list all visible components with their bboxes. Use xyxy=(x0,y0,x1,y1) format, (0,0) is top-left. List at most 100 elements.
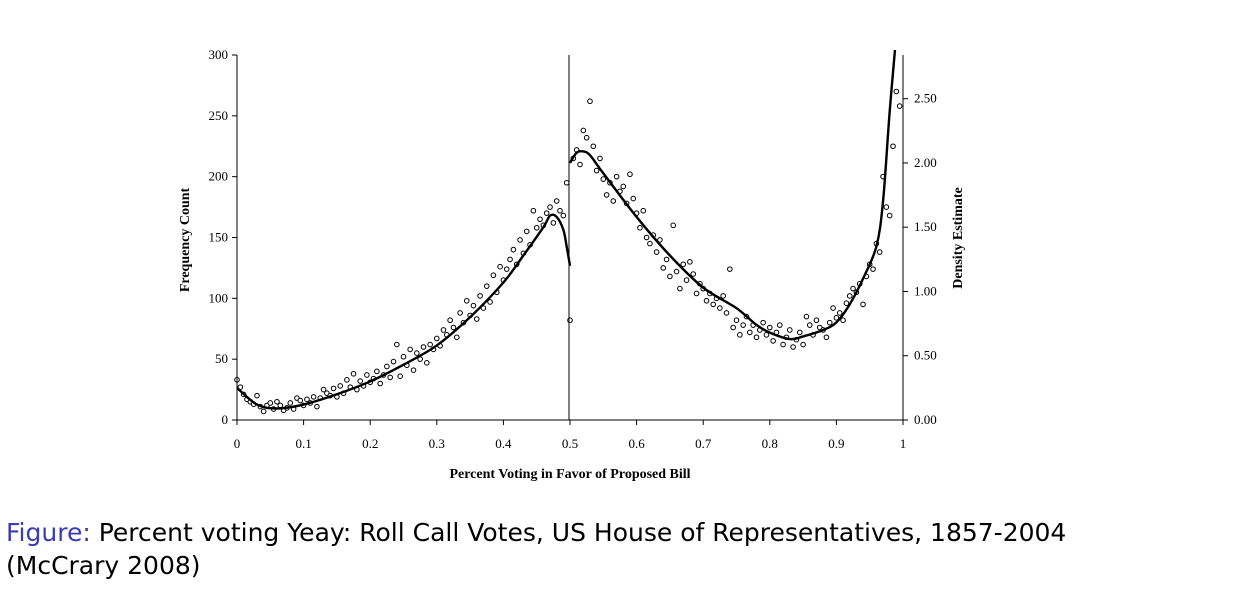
data-point xyxy=(274,398,280,405)
data-point xyxy=(753,334,760,341)
data-point xyxy=(487,299,493,305)
x-tick-label: 0.2 xyxy=(362,436,378,451)
data-point xyxy=(823,334,830,341)
data-point xyxy=(893,88,900,95)
data-point xyxy=(673,268,680,275)
data-point xyxy=(780,341,786,348)
y2-tick-label: 1.50 xyxy=(914,219,937,234)
data-point xyxy=(693,290,700,297)
data-point xyxy=(384,363,390,370)
data-point xyxy=(590,143,597,150)
data-point xyxy=(477,293,483,299)
y-tick-label: 100 xyxy=(209,290,229,305)
data-point xyxy=(297,397,304,404)
data-point xyxy=(803,313,810,320)
data-point xyxy=(434,335,440,342)
data-point xyxy=(470,302,477,309)
data-point xyxy=(727,266,733,272)
x-tick-label: 0.6 xyxy=(628,436,645,451)
data-point xyxy=(790,344,796,350)
y-tick-label: 50 xyxy=(215,351,228,366)
density-fit-right-line xyxy=(568,50,897,341)
y-tick-label: 300 xyxy=(209,47,229,62)
data-point xyxy=(733,317,740,324)
data-point xyxy=(600,176,607,182)
data-point xyxy=(277,402,284,409)
x-tick-label: 0 xyxy=(234,436,241,451)
data-point xyxy=(896,103,903,109)
density-fit-curves xyxy=(237,50,897,410)
data-point xyxy=(813,317,820,324)
y2-tick-label: 0.50 xyxy=(914,348,937,363)
data-point xyxy=(507,256,513,263)
data-point xyxy=(603,192,610,198)
data-point xyxy=(580,127,587,134)
data-point xyxy=(657,237,663,243)
data-point xyxy=(640,207,647,214)
data-point xyxy=(653,249,660,255)
y2-tick-label: 2.00 xyxy=(914,155,937,170)
data-point xyxy=(703,297,710,304)
data-point xyxy=(826,319,833,326)
caption-citation: (McCrary 2008) xyxy=(6,551,201,580)
axes xyxy=(236,55,904,421)
x-axis-title: Percent Voting in Favor of Proposed Bill xyxy=(449,467,690,482)
data-point xyxy=(267,400,274,406)
data-point xyxy=(304,396,310,403)
data-point xyxy=(786,327,793,333)
data-point xyxy=(314,403,320,410)
data-point xyxy=(723,310,730,316)
data-point xyxy=(610,198,617,204)
data-point xyxy=(374,368,380,375)
data-point xyxy=(510,246,517,253)
data-point xyxy=(483,283,490,289)
data-point xyxy=(344,377,350,383)
x-tick-label: 0.1 xyxy=(295,436,311,451)
data-point xyxy=(463,297,470,304)
data-point xyxy=(776,322,783,328)
data-point xyxy=(836,310,843,316)
data-point xyxy=(260,408,267,415)
data-point xyxy=(647,240,653,247)
data-point xyxy=(683,277,690,283)
data-point xyxy=(447,317,453,324)
y-tick-label: 0 xyxy=(222,412,229,427)
data-point xyxy=(597,155,603,162)
y-axis-title: Frequency Count xyxy=(178,187,193,292)
x-tick-label: 0.3 xyxy=(429,436,445,451)
data-point xyxy=(420,344,427,350)
data-point xyxy=(537,216,543,223)
data-point xyxy=(717,305,723,311)
data-point xyxy=(583,134,590,141)
data-point xyxy=(497,263,503,270)
data-point xyxy=(613,173,620,180)
data-point xyxy=(737,332,743,338)
data-point xyxy=(473,316,480,322)
data-point xyxy=(560,212,567,219)
data-point xyxy=(533,224,540,231)
data-point xyxy=(377,380,383,387)
data-point xyxy=(886,212,893,219)
data-point xyxy=(587,98,593,105)
data-point xyxy=(320,386,327,393)
data-point xyxy=(630,195,637,202)
data-point xyxy=(407,346,413,353)
data-point xyxy=(440,327,447,333)
data-point xyxy=(806,322,813,328)
data-point xyxy=(387,374,393,381)
data-point xyxy=(543,210,550,216)
data-point xyxy=(254,392,260,399)
data-point xyxy=(760,319,766,326)
data-point xyxy=(800,341,806,348)
data-point xyxy=(414,350,420,356)
data-point xyxy=(364,372,370,378)
data-point xyxy=(593,167,600,174)
data-point xyxy=(357,378,364,384)
data-point xyxy=(747,329,753,336)
y-tick-label: 200 xyxy=(209,169,229,184)
data-point xyxy=(890,143,896,150)
data-point xyxy=(530,207,537,214)
data-point xyxy=(400,353,407,360)
caption-text: Percent voting Yeay: Roll Call Votes, US… xyxy=(98,518,1067,547)
data-point xyxy=(627,171,633,178)
